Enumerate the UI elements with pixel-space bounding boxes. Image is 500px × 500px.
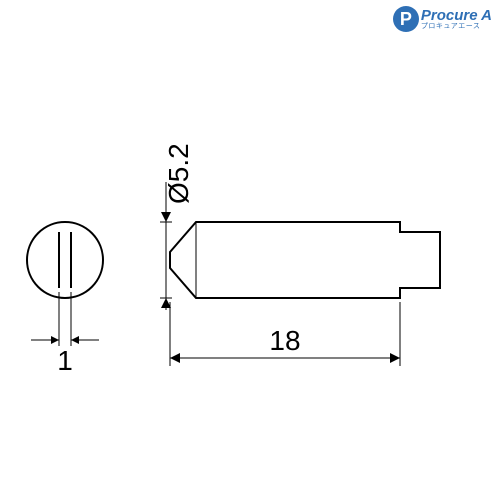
side-view-outline <box>170 222 440 298</box>
front-view-width-dim: 1 <box>57 345 73 376</box>
side-view-length-dim: 18 <box>269 325 300 356</box>
front-view-outline <box>27 222 103 298</box>
technical-drawing: 1 Ø5.2 18 <box>0 0 500 500</box>
side-view-diameter-dim: Ø5.2 <box>163 143 194 204</box>
